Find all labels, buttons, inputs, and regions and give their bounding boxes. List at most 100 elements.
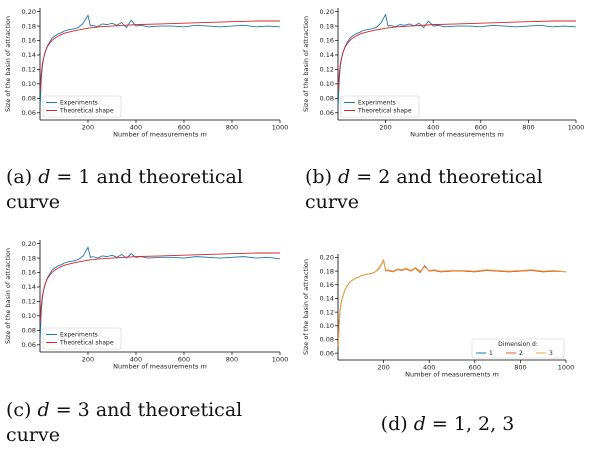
caption-b-prefix: (b) [305,166,339,188]
y-tick-label: 0.14 [320,51,334,59]
y-tick-label: 0.08 [320,95,334,103]
x-axis-label-text: Number of measurements [410,131,497,139]
caption-c-var: d [37,399,50,421]
x-tick-label: 800 [226,356,238,364]
x-axis-label-text: Number of measurements [113,131,200,139]
x-tick-label: 600 [469,364,481,372]
y-tick-label: 0.08 [22,95,36,103]
legend-box [42,95,122,118]
legend-label: Experiments [60,100,98,107]
y-tick-label: 0.10 [22,312,36,320]
caption-d-rest: = 1, 2, 3 [425,413,515,435]
y-tick-label: 0.12 [320,66,334,74]
legend-label: 1 [489,350,493,357]
y-tick-label: 0.16 [22,269,36,277]
caption-b-line2: curve [305,191,359,213]
legend-title: Dimension d: [498,341,538,348]
x-tick-label: 600 [178,124,190,132]
x-tick-label: 200 [82,124,94,132]
chart-c-svg: 0.06 0.08 0.10 0.12 0.14 0.16 0.18 0.20 200 400 60… [4,240,289,371]
y-tick-label: 0.20 [22,8,36,16]
series-line-1 [337,260,567,347]
caption-a-var: d [38,166,51,188]
x-axis-label-var: m [200,131,206,139]
caption-c-line2: curve [6,424,60,446]
x-axis-label-text: Number of measurements [113,363,200,371]
caption-c-rest: = 3 and theoretical [49,399,243,421]
x-axis-label: Number of measurements m [113,131,207,139]
series-line-1 [337,14,577,106]
x-tick-label: 400 [423,364,435,372]
y-axis-label: Size of the basin of attraction [302,16,310,112]
caption-d-prefix: (d) [380,413,414,435]
y-tick-label: 0.08 [320,336,334,344]
y-tick-label: 0.06 [320,109,334,117]
y-tick-label: 0.20 [320,254,334,262]
x-axis-label-var: m [497,131,503,139]
y-tick-label: 0.06 [320,349,334,357]
chart-panel-a: 0.06 0.08 0.10 0.12 0.14 0.16 0.18 0.20 200 400 60… [0,0,300,150]
chart-d-svg: 0.06 0.08 0.10 0.12 0.14 0.16 0.18 0.20 200 400 60… [302,254,574,379]
series-line-2 [39,20,280,92]
y-tick-label: 0.06 [22,109,36,117]
x-axis-label: Number of measurements m [405,371,499,379]
caption-a: (a) d = 1 and theoretical curve [6,165,296,215]
chart-panel-d: 0.06 0.08 0.10 0.12 0.14 0.16 0.18 0.20 200 400 60… [300,232,595,387]
legend-box [42,327,122,350]
x-tick-label: 400 [427,124,439,132]
y-tick-label: 0.20 [320,8,334,16]
y-tick-label: 0.08 [22,327,36,335]
y-tick-label: 0.12 [22,66,36,74]
caption-a-prefix: (a) [6,166,39,188]
y-tick-label: 0.14 [22,51,36,59]
y-axis-label: Size of the basin of attraction [4,248,12,344]
x-tick-label: 200 [82,356,94,364]
y-tick-label: 0.10 [22,80,36,88]
caption-b-var: d [338,166,351,188]
chart-b-svg: 0.06 0.08 0.10 0.12 0.14 0.16 0.18 0.20 200 400 60… [302,8,585,139]
x-tick-label: 1000 [272,124,289,132]
x-axis-label: Number of measurements m [410,131,504,139]
y-tick-label: 0.20 [22,240,36,248]
y-tick-label: 0.18 [320,22,334,30]
legend-label: Theoretical shape [59,108,114,115]
y-tick-label: 0.18 [320,267,334,275]
series-line-2 [337,20,576,92]
y-tick-label: 0.10 [320,80,334,88]
y-tick-label: 0.16 [22,37,36,45]
chart-a-svg: 0.06 0.08 0.10 0.12 0.14 0.16 0.18 0.20 200 400 60… [4,8,289,139]
y-axis-label: Size of the basin of attraction [302,259,310,355]
x-tick-label: 600 [178,356,190,364]
y-axis-label: Size of the basin of attraction [4,16,12,112]
caption-b: (b) d = 2 and theoretical curve [305,165,595,215]
x-tick-label: 1000 [272,356,289,364]
x-tick-label: 800 [514,364,526,372]
x-tick-label: 800 [226,124,238,132]
caption-c-prefix: (c) [6,399,38,421]
x-tick-label: 200 [377,364,389,372]
caption-d: (d) d = 1, 2, 3 [300,412,595,437]
legend-label: Experiments [60,332,98,339]
x-axis-label-var: m [492,371,498,379]
caption-d-var: d [413,413,426,435]
series-line-1 [39,14,281,106]
y-tick-label: 0.18 [22,22,36,30]
y-tick-label: 0.12 [22,298,36,306]
y-tick-label: 0.14 [320,295,334,303]
caption-a-line2: curve [6,191,60,213]
x-axis-label-var: m [200,363,206,371]
y-tick-label: 0.12 [320,308,334,316]
legend-label: Theoretical shape [357,108,412,115]
x-tick-label: 1000 [568,124,585,132]
x-tick-label: 800 [522,124,534,132]
caption-b-rest: = 2 and theoretical [350,166,543,188]
caption-a-rest: = 1 and theoretical [50,166,243,188]
y-tick-label: 0.10 [320,322,334,330]
legend-label: Experiments [358,100,396,107]
y-tick-label: 0.16 [320,37,334,45]
x-axis-label: Number of measurements m [113,363,207,371]
series-line-3 [337,260,567,347]
y-tick-label: 0.14 [22,283,36,291]
y-tick-label: 0.18 [22,254,36,262]
legend-label: 2 [519,350,523,357]
